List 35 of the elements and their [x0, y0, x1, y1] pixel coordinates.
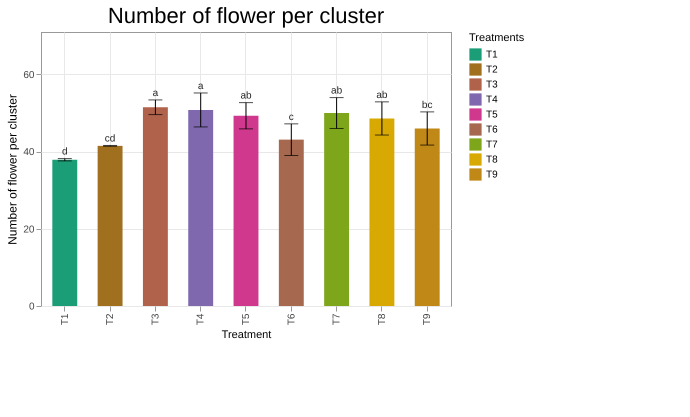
- annotation: ab: [240, 90, 252, 102]
- annotation: ab: [376, 90, 388, 101]
- annotation: ab: [331, 86, 343, 97]
- x-tick-label: T1: [60, 313, 71, 326]
- x-tick-label: T4: [196, 313, 207, 326]
- x-tick-label: T8: [376, 313, 388, 326]
- annotation: d: [62, 146, 68, 158]
- annotation: c: [288, 112, 294, 123]
- annotation: cd: [104, 133, 116, 144]
- annotation: bc: [422, 100, 432, 111]
- x-tick-label: T6: [286, 313, 298, 326]
- legend-title: Treatments: [469, 32, 525, 44]
- legend-label: T7: [486, 140, 498, 150]
- legend-label: T1: [486, 50, 498, 60]
- legend-label: T4: [486, 94, 498, 106]
- legend-label: T6: [486, 124, 498, 136]
- legend-label: T2: [486, 64, 498, 76]
- y-tick-label: 60: [23, 70, 35, 81]
- y-tick-label: 0: [28, 302, 35, 312]
- x-tick-label: T3: [150, 313, 162, 326]
- legend-label: T9: [486, 170, 498, 180]
- legend-label: T8: [486, 154, 498, 166]
- x-tick-label: T7: [332, 313, 343, 326]
- x-tick-label: T9: [422, 313, 434, 326]
- annotation: a: [198, 80, 204, 92]
- annotation: a: [152, 88, 159, 99]
- y-axis-title: Number of flower per cluster: [5, 94, 20, 245]
- chart-title: Number of flower per cluster: [108, 3, 384, 28]
- x-tick-label: T5: [241, 313, 252, 326]
- legend-label: T3: [486, 80, 498, 90]
- x-tick-label: T2: [105, 313, 116, 326]
- y-tick-label: 40: [23, 147, 35, 158]
- x-axis-title: Treatment: [222, 329, 272, 342]
- y-tick-label: 20: [23, 224, 35, 236]
- legend-label: T5: [486, 110, 498, 120]
